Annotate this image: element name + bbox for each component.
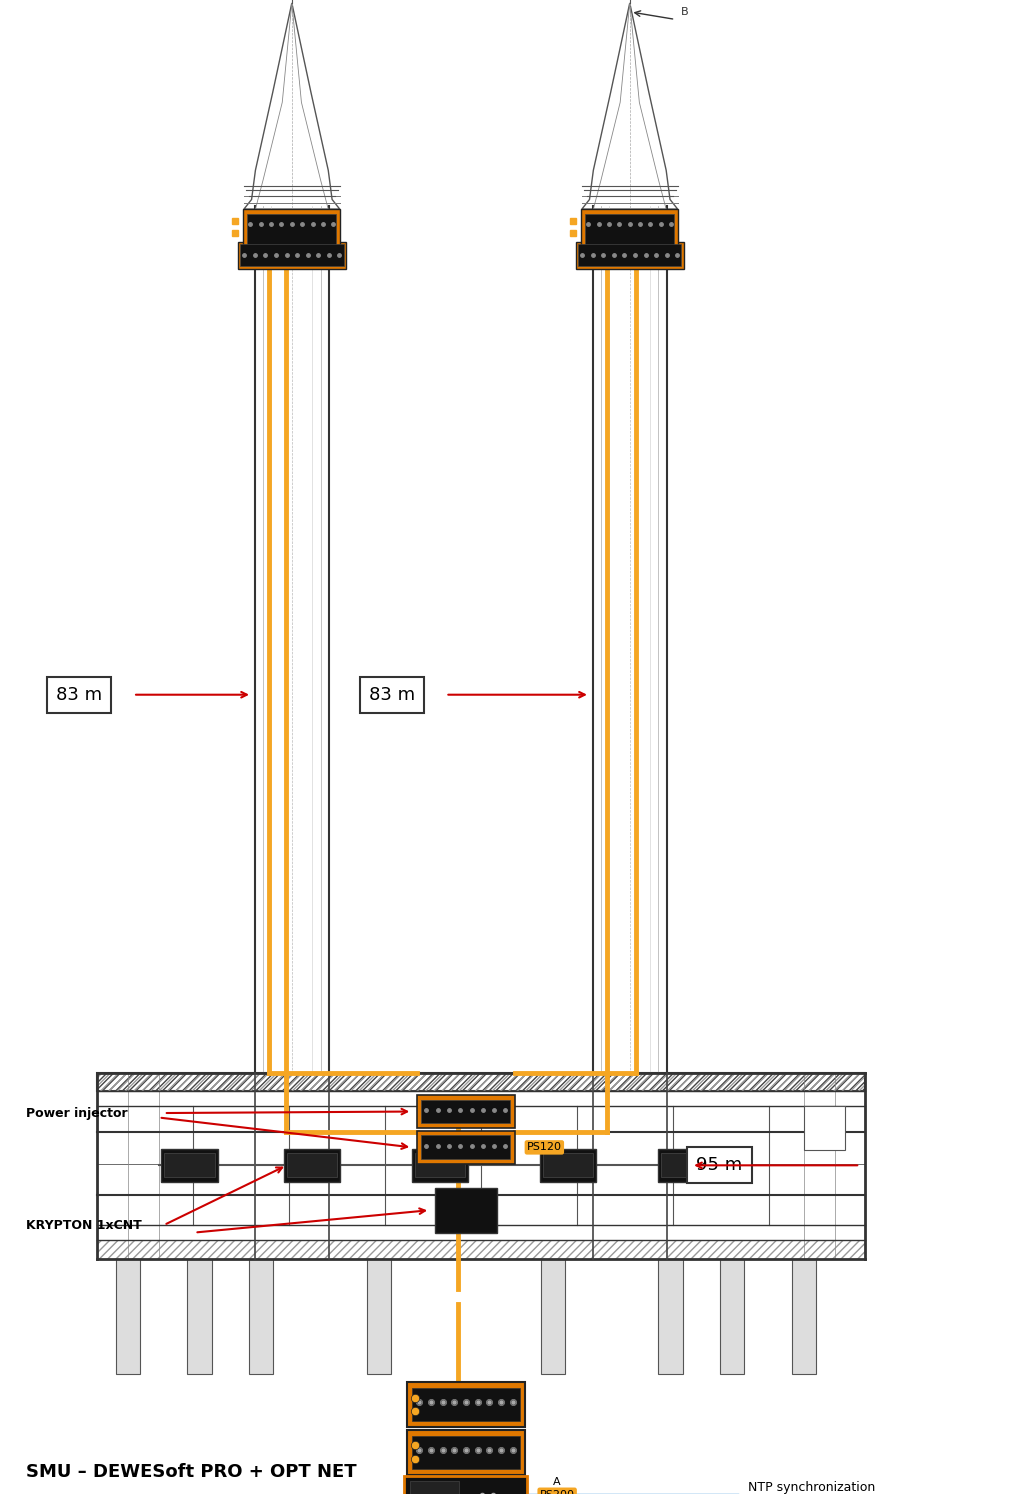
Bar (541, 1259, 565, 1374)
Text: SMU – DEWESoft PRO + OPT NET: SMU – DEWESoft PRO + OPT NET (26, 1463, 356, 1481)
Text: 83 m: 83 m (369, 686, 415, 704)
Bar (792, 1259, 816, 1374)
Polygon shape (582, 3, 678, 209)
Bar (575, 242, 684, 269)
Bar (422, 1135, 511, 1159)
Bar (187, 1259, 212, 1374)
Bar (435, 1188, 497, 1233)
Text: 83 m: 83 m (56, 686, 102, 704)
Bar (255, 206, 329, 1073)
Bar (238, 242, 345, 269)
Bar (578, 244, 682, 266)
Bar (582, 209, 678, 245)
Bar (97, 1240, 865, 1259)
Bar (544, 1153, 594, 1177)
Bar (418, 1095, 515, 1128)
Text: Power injector: Power injector (26, 1107, 127, 1119)
Bar (367, 1259, 391, 1374)
Bar (422, 1100, 511, 1123)
Bar (410, 1481, 459, 1494)
Bar (408, 1430, 525, 1475)
Bar (593, 206, 667, 1073)
Bar (418, 1131, 515, 1164)
Polygon shape (244, 3, 340, 209)
Bar (412, 1436, 520, 1469)
Text: NTP synchronization
NET data transfer: NTP synchronization NET data transfer (748, 1481, 874, 1494)
Bar (541, 1149, 597, 1182)
Bar (97, 1073, 865, 1091)
Text: KRYPTON 1xCNT: KRYPTON 1xCNT (26, 1219, 141, 1231)
Bar (284, 1149, 340, 1182)
Bar (244, 209, 340, 245)
Bar (412, 1149, 468, 1182)
Bar (164, 1153, 215, 1177)
Bar (99, 1106, 863, 1225)
Bar (248, 214, 336, 245)
Bar (658, 1259, 683, 1374)
Bar (404, 1476, 527, 1494)
Bar (287, 1153, 337, 1177)
Bar (116, 1259, 140, 1374)
Bar (412, 1388, 520, 1421)
Bar (658, 1149, 715, 1182)
Bar (408, 1382, 525, 1427)
Bar (162, 1149, 217, 1182)
Text: 95 m: 95 m (696, 1156, 742, 1174)
Bar (662, 1153, 712, 1177)
Bar (249, 1259, 273, 1374)
Text: A: A (553, 1476, 560, 1487)
Bar (97, 1073, 865, 1091)
Text: PS120: PS120 (527, 1143, 562, 1152)
Bar (804, 1106, 845, 1150)
Bar (586, 214, 674, 245)
Bar (240, 244, 344, 266)
Text: PS200: PS200 (540, 1490, 574, 1494)
Bar (720, 1259, 744, 1374)
Text: B: B (681, 7, 688, 16)
Bar (416, 1153, 465, 1177)
